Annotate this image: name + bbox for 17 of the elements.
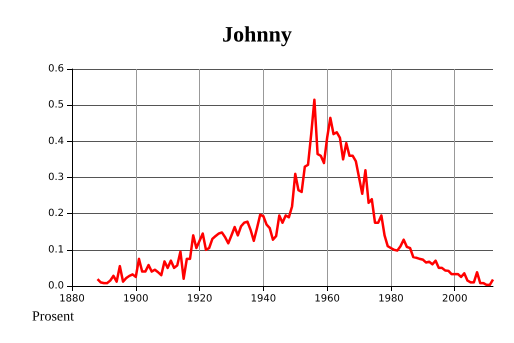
x-tick-label: 1960 xyxy=(314,294,340,304)
x-tick-label: 1900 xyxy=(123,294,149,304)
x-tick-label: 1880 xyxy=(59,294,85,304)
x-tick-label: 2000 xyxy=(442,294,468,304)
y-tick-label: 0.1 xyxy=(48,244,64,256)
chart-title: Johnny xyxy=(222,22,292,46)
y-tick-label: 0.3 xyxy=(48,172,64,183)
x-tick-label: 1940 xyxy=(250,294,276,304)
y-axis-title: Prosent xyxy=(32,310,74,324)
y-tick-label: 0.4 xyxy=(48,136,64,147)
x-tick-label: 1920 xyxy=(186,294,212,304)
line-series xyxy=(96,98,494,286)
y-tick-label: 0.5 xyxy=(48,100,64,111)
y-tick-label: 0.6 xyxy=(48,64,64,74)
x-tick-label: 1980 xyxy=(378,294,404,304)
y-tick-label: 0.0 xyxy=(48,280,64,292)
y-tick-label: 0.2 xyxy=(48,208,64,220)
